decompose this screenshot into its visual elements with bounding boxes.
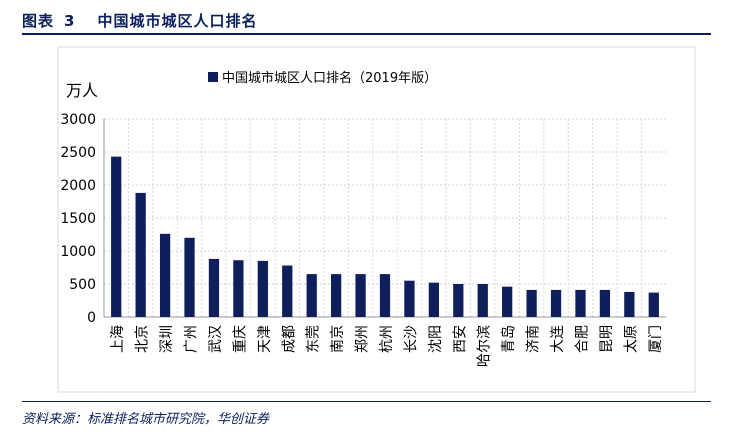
bar-chart: 0 500 1000 1500 2000 2500 3000 上海 北京 深圳 广州 武汉 重庆 天津 成都… [57, 46, 696, 393]
x-tick-label: 南京 [330, 325, 346, 353]
legend-label: 中国城市城区人口排名（2019年版） [222, 70, 437, 86]
x-tick-label: 杭州 [379, 325, 395, 353]
bar-哈尔滨 [477, 284, 488, 317]
bar-北京 [135, 192, 146, 317]
bar-武汉 [208, 258, 220, 317]
x-tick-label: 哈尔滨 [477, 325, 493, 367]
x-tick-label: 重庆 [232, 325, 248, 353]
y-unit-label: 万人 [66, 81, 98, 100]
x-tick-label: 广州 [184, 325, 200, 353]
x-tick-label: 天津 [257, 325, 273, 353]
y-tick-label: 1500 [60, 211, 96, 227]
x-tick-label: 大连 [550, 325, 566, 353]
y-tick-label: 2500 [60, 145, 96, 161]
bar-西安 [453, 284, 464, 317]
y-tick-label: 0 [87, 310, 96, 326]
bar-广州 [184, 237, 195, 317]
x-tick-label: 郑州 [355, 325, 371, 353]
bar-重庆 [233, 260, 244, 317]
figure-header: 图表 3 中国城市城区人口排名 [22, 10, 257, 31]
x-tick-label: 济南 [526, 325, 542, 353]
y-tick-label: 3000 [60, 112, 96, 128]
bar-昆明 [599, 289, 611, 317]
legend: 中国城市城区人口排名（2019年版） [208, 70, 437, 86]
source-note: 资料来源：标准排名城市研究院，华创证券 [22, 412, 270, 427]
x-tick-label: 沈阳 [428, 325, 444, 353]
x-tick-label: 青岛 [501, 325, 517, 353]
x-tick-label: 合肥 [574, 325, 590, 353]
bar-青岛 [502, 286, 513, 317]
figure-title: 中国城市城区人口排名 [97, 12, 258, 30]
bar-厦门 [648, 292, 659, 317]
grid-lines [104, 118, 666, 317]
bar-杭州 [379, 274, 391, 317]
chart-border [57, 46, 696, 393]
bar-东莞 [306, 274, 317, 317]
bar-沈阳 [428, 282, 440, 317]
bar-天津 [257, 260, 268, 317]
x-tick-label: 北京 [135, 325, 151, 353]
y-tick-label: 2000 [60, 178, 96, 194]
bar-太原 [624, 291, 635, 317]
y-tick-label: 500 [69, 277, 96, 293]
x-tick-label: 成都 [281, 325, 297, 353]
y-tick-label: 1000 [60, 244, 96, 260]
x-tick-label: 东莞 [306, 325, 322, 353]
x-tick-label: 西安 [452, 325, 468, 353]
bar-成都 [282, 265, 293, 317]
bar-长沙 [404, 280, 415, 317]
header-rule [22, 33, 711, 35]
bar-南京 [330, 274, 342, 317]
figure-label: 图表 [22, 12, 55, 30]
bar-合肥 [575, 289, 586, 317]
x-tick-label: 深圳 [159, 325, 175, 353]
x-tick-label: 厦门 [648, 325, 664, 353]
bar-上海 [111, 156, 122, 317]
x-tick-label: 昆明 [599, 325, 615, 353]
bars [111, 156, 659, 317]
x-tick-label: 长沙 [403, 325, 419, 353]
x-tick-label: 武汉 [208, 325, 224, 353]
legend-swatch [208, 72, 218, 82]
bar-深圳 [159, 233, 171, 317]
x-tick-label: 太原 [623, 325, 639, 353]
x-tick-label: 上海 [110, 325, 126, 353]
bar-郑州 [355, 274, 366, 317]
tick-labels: 0 500 1000 1500 2000 2500 3000 上海 北京 深圳 广州 武汉 重庆 天津 成都… [60, 112, 663, 367]
bar-大连 [550, 289, 562, 317]
footer-rule [22, 401, 711, 402]
bar-济南 [526, 289, 537, 317]
figure-number: 3 [64, 12, 76, 30]
